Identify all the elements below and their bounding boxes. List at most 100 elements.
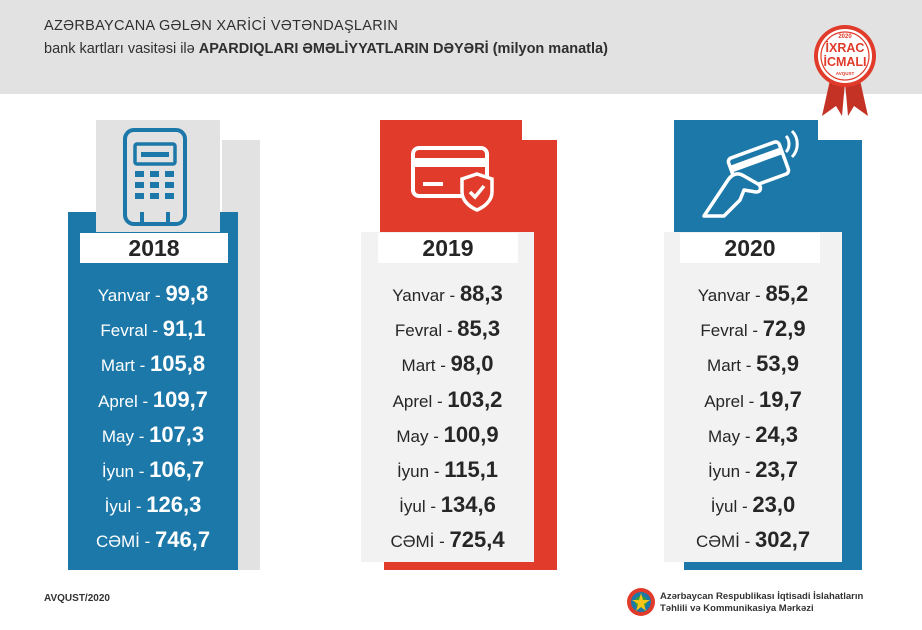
month-label: Aprel [392, 391, 433, 411]
month-label: May [396, 426, 429, 446]
column-2019-icon-box [380, 120, 522, 232]
badge-line-2: İCMALI [823, 54, 866, 69]
column-2019-panel [361, 232, 534, 562]
table-row: Yanvar - 88,3 [361, 276, 534, 311]
emblem-icon [627, 588, 655, 616]
column-2018-rows: Yanvar - 99,8 Fevral - 91,1 Mart - 105,8 Ap… [68, 276, 238, 558]
month-label: Fevral [700, 321, 748, 341]
month-label: CƏMİ [695, 532, 740, 552]
separator: - [747, 321, 763, 341]
table-row: Mart - 105,8 [68, 346, 238, 381]
table-row: May - 107,3 [68, 417, 238, 452]
table-row: CƏMİ - 302,7 [664, 522, 842, 557]
value-label: 106,7 [149, 456, 205, 482]
footer-date: AVQUST/2020 [44, 593, 110, 604]
value-label: 19,7 [758, 386, 802, 412]
footer-org: Azərbaycan Respublikası İqtisadi İslahat… [660, 591, 863, 615]
table-row: Mart - 98,0 [361, 346, 534, 381]
value-label: 24,3 [755, 421, 799, 447]
column-2018-panel [68, 212, 238, 570]
month-label: İyul [399, 497, 426, 517]
table-row: Yanvar - 99,8 [68, 276, 238, 311]
separator: - [133, 426, 150, 446]
month-label: Fevral [100, 321, 148, 341]
table-row: İyul - 134,6 [361, 487, 534, 522]
value-label: 115,1 [444, 456, 499, 482]
badge-sub: AVQUST [836, 71, 855, 76]
separator: - [131, 497, 147, 517]
table-row: İyun - 23,7 [664, 452, 842, 487]
month-label: Yanvar [697, 286, 751, 305]
month-label: Yanvar [392, 286, 445, 305]
title-line-2-regular: bank kartları vasitəsi ilə [44, 41, 195, 57]
column-2018-year: 2018 [80, 233, 228, 263]
separator: - [425, 497, 441, 517]
value-label: 23,7 [755, 456, 799, 482]
month-label: May [707, 426, 741, 446]
separator: - [133, 461, 150, 481]
table-row: May - 100,9 [361, 417, 534, 452]
value-label: 109,7 [152, 386, 208, 412]
month-label: CƏMİ [390, 532, 435, 552]
header-band [0, 0, 922, 94]
contactless-card-icon [702, 129, 799, 218]
value-label: 107,3 [149, 421, 205, 447]
badge-year: 2020 [838, 34, 852, 40]
value-label: 23,0 [752, 492, 796, 518]
value-label: 126,3 [146, 492, 202, 518]
separator: - [435, 356, 451, 376]
table-row: Aprel - 103,2 [361, 382, 534, 417]
table-row: İyul - 126,3 [68, 487, 238, 522]
separator: - [750, 286, 766, 305]
value-label: 88,3 [459, 281, 503, 306]
pos-terminal-icon [123, 128, 187, 226]
separator: - [740, 426, 756, 446]
month-label: İyul [104, 497, 132, 517]
column-2020-panel [664, 232, 842, 562]
value-label: 53,9 [756, 351, 799, 377]
separator: - [137, 391, 153, 411]
table-row: Aprel - 19,7 [664, 382, 842, 417]
month-label: İyun [707, 461, 741, 481]
month-label: May [101, 426, 134, 446]
secure-card-icon [411, 146, 494, 212]
column-2018-icon-box [96, 120, 220, 232]
footer-org-line-2: Təhlili və Kommunikasiya Mərkəzi [660, 603, 814, 614]
column-2019-rows: Yanvar - 88,3 Fevral - 85,3 Mart - 98,0 Apr… [361, 276, 534, 558]
month-label: Aprel [704, 391, 744, 411]
value-label: 746,7 [155, 527, 211, 553]
separator: - [429, 461, 445, 481]
value-label: 100,9 [443, 421, 499, 447]
month-label: Mart [100, 356, 135, 376]
table-row: May - 24,3 [664, 417, 842, 452]
value-label: 98,0 [450, 351, 494, 377]
separator: - [444, 286, 460, 305]
value-label: 103,2 [447, 386, 503, 412]
separator: - [743, 391, 759, 411]
table-row: İyul - 23,0 [664, 487, 842, 522]
title-line-2: bank kartları vasitəsi ilə APARDIQLARI Ə… [44, 41, 608, 57]
separator: - [442, 321, 458, 341]
value-label: 105,8 [150, 351, 206, 377]
value-label: 85,2 [765, 281, 809, 306]
separator: - [739, 532, 755, 552]
value-label: 72,9 [762, 316, 806, 342]
table-row: Fevral - 91,1 [68, 311, 238, 346]
separator: - [139, 532, 155, 552]
separator: - [134, 356, 151, 376]
month-label: CƏMİ [95, 532, 140, 552]
table-row: Aprel - 109,7 [68, 382, 238, 417]
month-label: Yanvar [97, 286, 151, 305]
value-label: 85,3 [457, 316, 501, 342]
table-row: Mart - 53,9 [664, 346, 842, 381]
badge-line-1: İXRAC [826, 40, 865, 55]
value-label: 99,8 [165, 281, 209, 306]
ixrac-icmali-badge: 2020 İXRAC İCMALI AVQUST [814, 25, 876, 116]
table-row: CƏMİ - 746,7 [68, 522, 238, 557]
separator: - [741, 356, 757, 376]
month-label: İyun [101, 461, 134, 481]
column-2019-year: 2019 [378, 233, 518, 263]
column-2020-rows: Yanvar - 85,2 Fevral - 72,9 Mart - 53,9 Apr… [664, 276, 842, 558]
table-row: CƏMİ - 725,4 [361, 522, 534, 557]
title-line-2-bold: APARDIQLARI ƏMƏLİYYATLARIN DƏYƏRİ (milyo… [198, 41, 608, 57]
